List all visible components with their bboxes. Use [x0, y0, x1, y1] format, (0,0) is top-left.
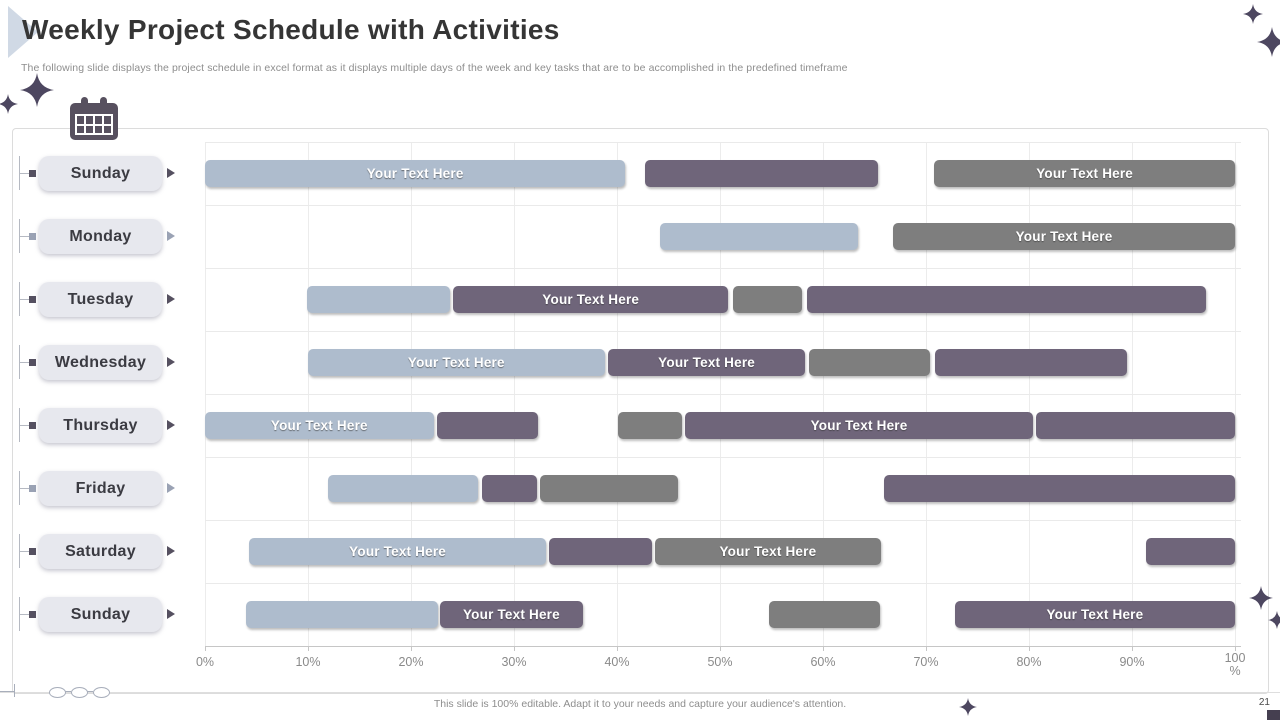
chain-decoration [14, 684, 15, 697]
sparkle-star-icon [20, 73, 54, 107]
chain-decoration [65, 691, 71, 692]
corner-square-decoration [1267, 710, 1280, 720]
page-title: Weekly Project Schedule with Activities [22, 14, 560, 45]
chain-decoration [87, 691, 93, 692]
sparkle-star-icon [1243, 4, 1263, 24]
calendar-grid [75, 114, 113, 135]
chain-decoration [49, 687, 66, 698]
sparkle-star-icon [1268, 611, 1280, 629]
chart-frame [12, 128, 1269, 694]
page-subtitle: The following slide displays the project… [21, 62, 848, 74]
footer-divider [0, 692, 1280, 693]
page-number: 21 [1258, 697, 1270, 708]
chain-decoration [71, 687, 88, 698]
footer-note: This slide is 100% editable. Adapt it to… [433, 698, 847, 710]
calendar-icon [70, 97, 118, 140]
chain-decoration [93, 687, 110, 698]
chain-decoration [0, 691, 14, 692]
sparkle-star-icon [1257, 27, 1280, 57]
corner-triangle-decoration [8, 6, 38, 58]
sparkle-star-icon [0, 94, 18, 114]
